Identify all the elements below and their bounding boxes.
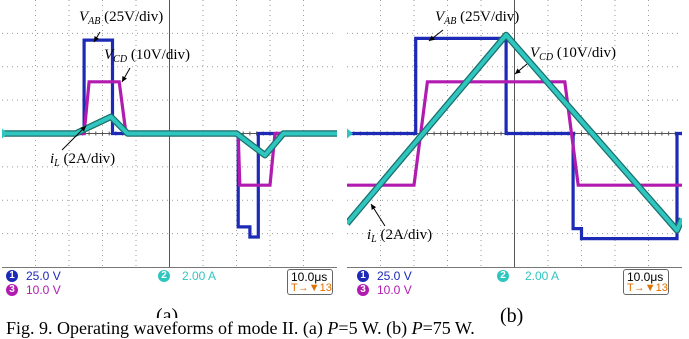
scope-panel-b: VAB (25V/div) VCD (10V/div) iL (2A/div) … <box>347 0 682 297</box>
channel-1-scale: 25.0 V <box>26 269 61 283</box>
vcd-label-a: VCD (10V/div) <box>104 47 190 65</box>
status-bar-b: 1 25.0 V 3 10.0 V 2 2.00 A 10.0μs T→▼13 <box>347 267 682 297</box>
channel-3-scale: 10.0 V <box>26 283 61 297</box>
il-label-b: iL (2A/div) <box>367 227 433 245</box>
scope-panel-a: VAB (25V/div) VCD (10V/div) iL (2A/div) … <box>2 0 337 297</box>
il-label-a: iL (2A/div) <box>50 151 116 169</box>
channel-3-badge: 3 <box>6 284 18 296</box>
timebase-value: 10.0μs <box>291 270 328 284</box>
channel-2-badge: 2 <box>158 270 170 282</box>
trigger-position: T→▼13 <box>627 282 668 294</box>
vab-trace <box>347 36 682 241</box>
ground-marker-icon <box>347 128 353 139</box>
timebase-value: 10.0μs <box>627 270 664 284</box>
il-trace <box>347 33 682 233</box>
channel-3-badge: 3 <box>357 284 369 296</box>
timebase-box: 10.0μs T→▼13 <box>623 269 669 295</box>
channel-2-scale: 2.00 A <box>182 269 217 283</box>
annotation-arrowhead <box>94 36 100 42</box>
channel-2-scale: 2.00 A <box>525 269 560 283</box>
channel-1-badge: 1 <box>357 270 369 282</box>
vcd-label-b: VCD (10V/div) <box>530 45 616 63</box>
scope-plot-a <box>2 0 337 267</box>
scope-plot-b <box>347 0 682 267</box>
annotation-arrowhead <box>515 68 521 74</box>
channel-1-scale: 25.0 V <box>377 269 412 283</box>
trigger-position: T→▼13 <box>291 282 332 294</box>
timebase-box: 10.0μs T→▼13 <box>287 269 333 295</box>
annotation-arrowhead <box>371 204 377 210</box>
ground-marker-icon <box>2 128 8 139</box>
status-bar-a: 1 25.0 V 3 10.0 V 2 2.00 A 10.0μs T→▼13 <box>2 267 337 297</box>
vab-label-b: VAB (25V/div) <box>435 9 520 27</box>
channel-3-scale: 10.0 V <box>377 283 412 297</box>
annotation-arrowhead <box>122 76 127 82</box>
panel-label-b: (b) <box>500 305 524 327</box>
vcd-trace <box>347 80 682 187</box>
channel-1-badge: 1 <box>6 270 18 282</box>
annotation-arrow <box>61 125 87 151</box>
vab-label-a: VAB (25V/div) <box>79 9 164 27</box>
annotation-arrowhead <box>429 35 435 41</box>
channel-2-badge: 2 <box>497 270 509 282</box>
figure-caption: Fig. 9. Operating waveforms of mode II. … <box>6 318 475 338</box>
annotation-arrowhead <box>80 126 86 132</box>
